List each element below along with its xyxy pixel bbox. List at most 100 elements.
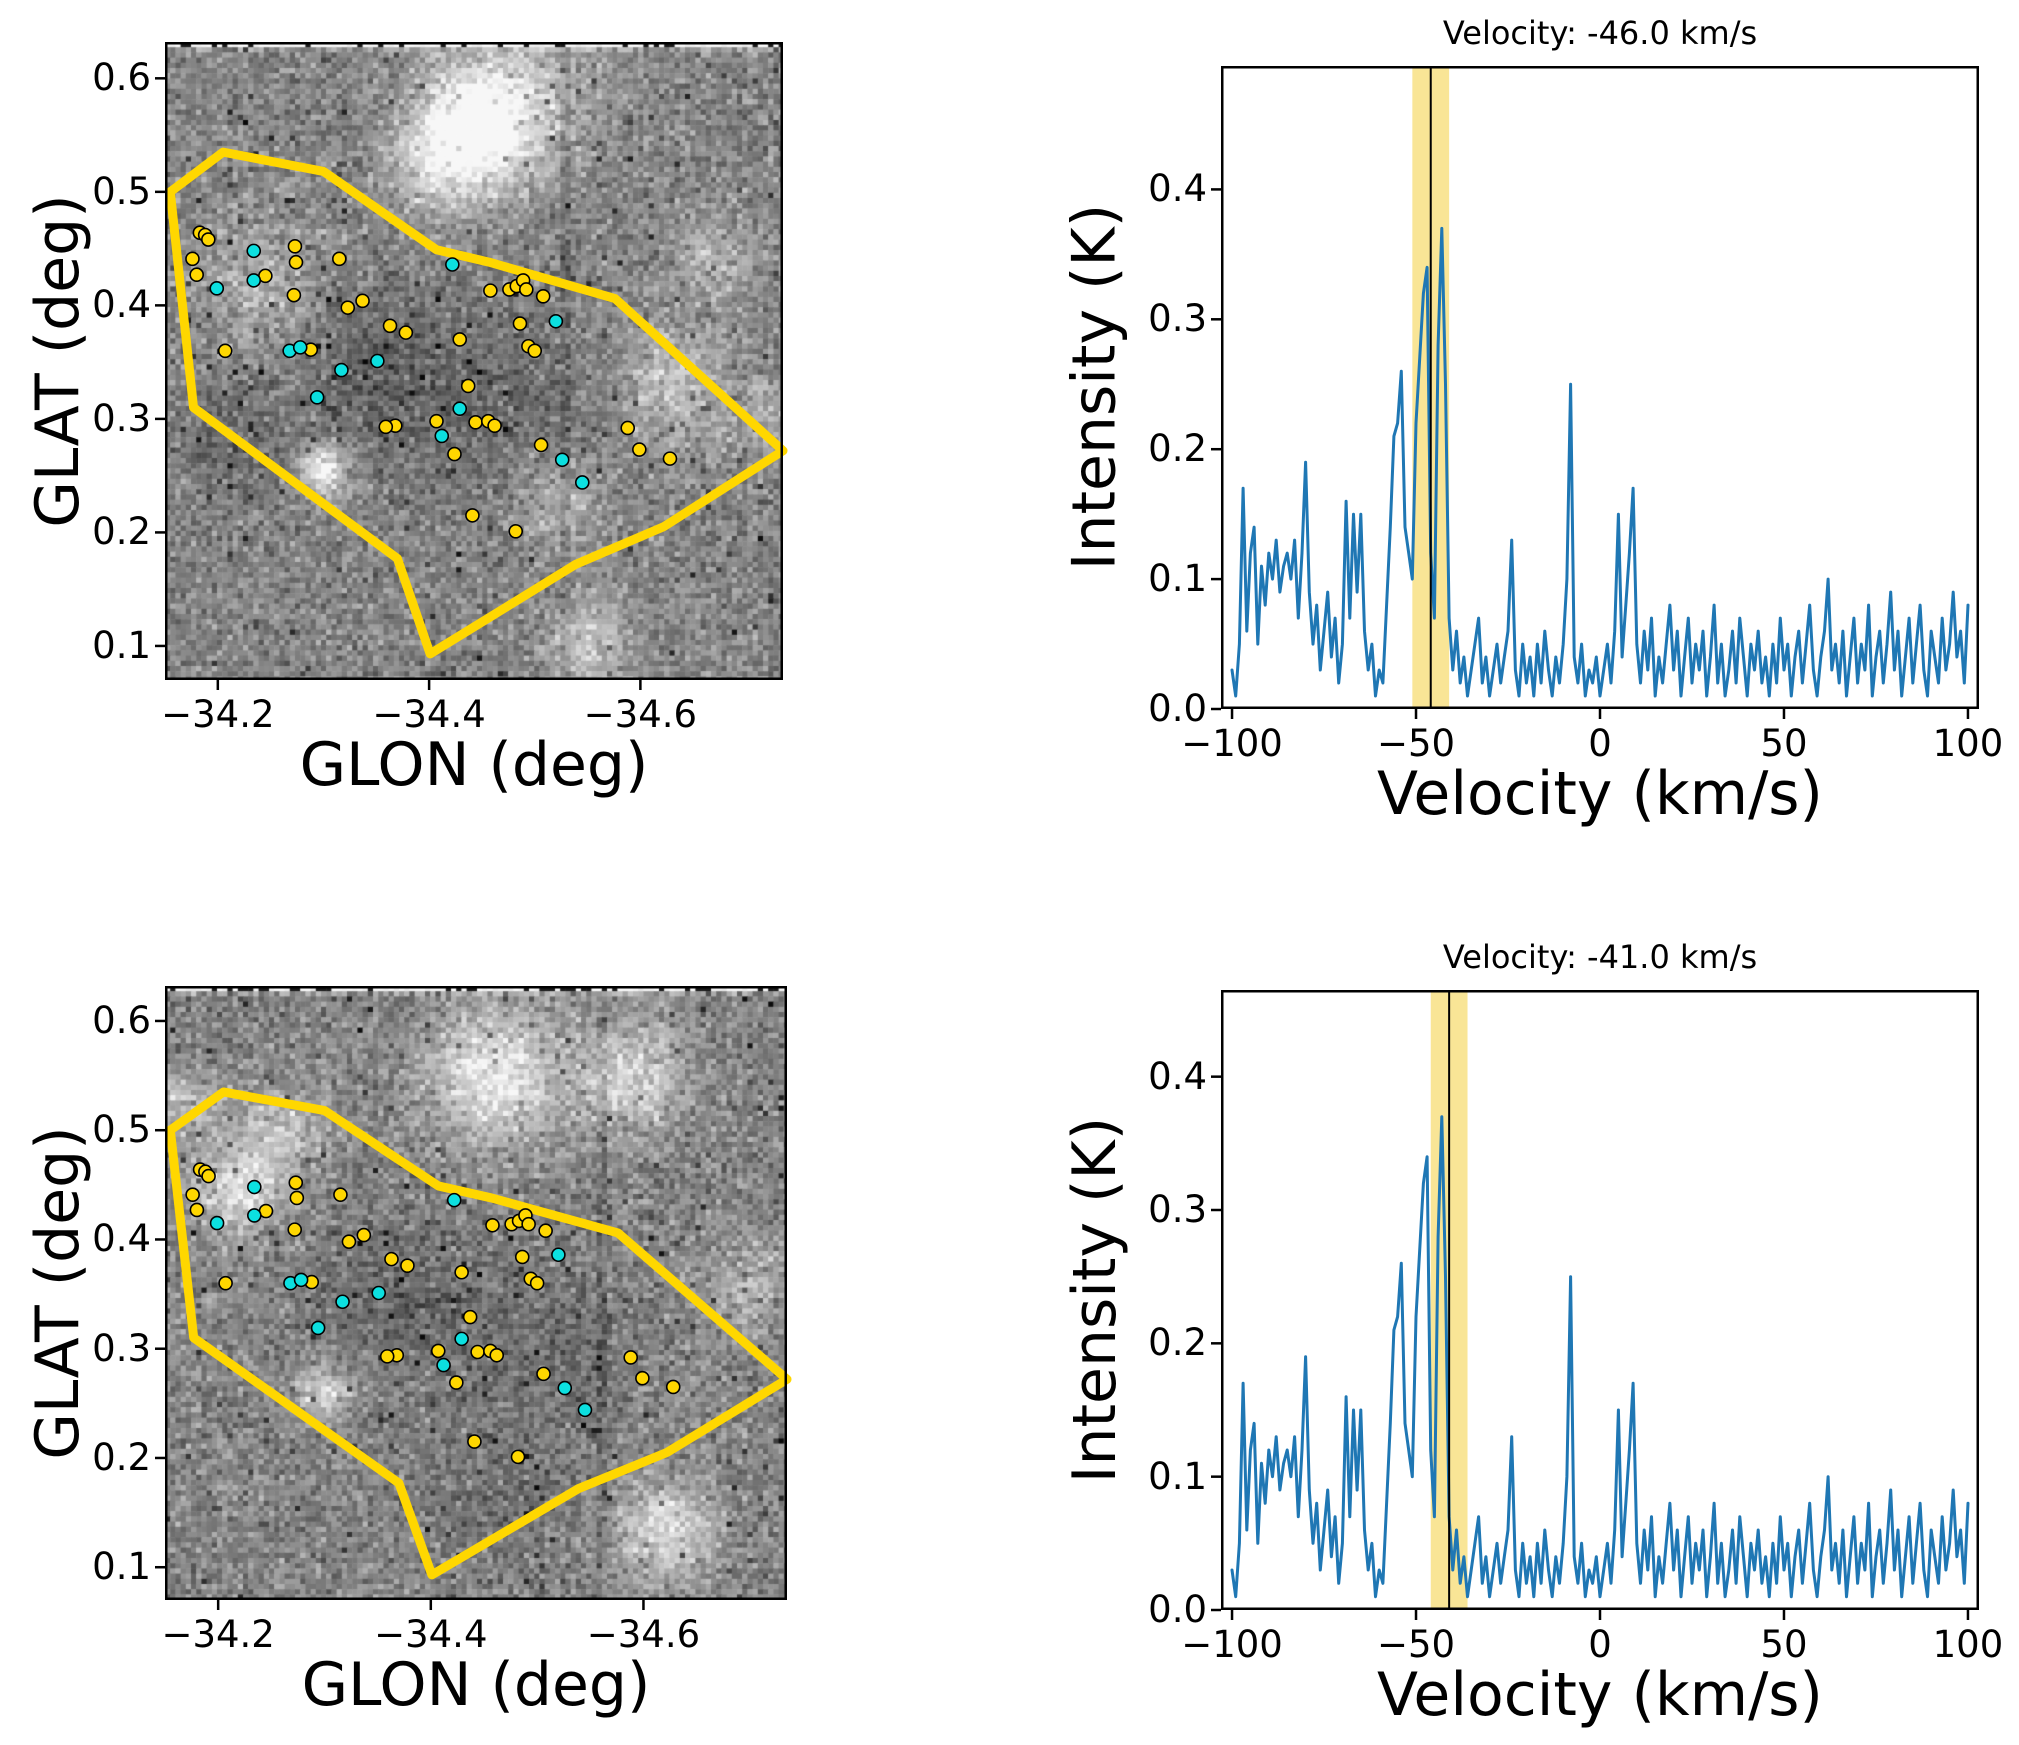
spectrum-y-tick-label: 0.3: [1148, 1188, 1207, 1231]
clump-marker-yellow: [485, 1217, 500, 1233]
clump-marker-yellow: [287, 1222, 303, 1237]
spectrum-x-tick-label: 50: [1760, 1623, 1808, 1666]
clump-marker-yellow: [379, 1349, 395, 1364]
spectrum-x-tick-label: 0: [1588, 1623, 1612, 1666]
spectrum-line: [1230, 226, 1970, 698]
clump-marker-cyan: [335, 1294, 350, 1310]
map-y-tick-label: 0.3: [92, 396, 151, 440]
clump-marker-yellow: [489, 1347, 505, 1363]
spectrum-panel-top: [1211, 66, 1979, 719]
axes-spines: [1221, 990, 1979, 1610]
clump-marker-yellow: [538, 1223, 553, 1239]
clump-marker-yellow: [529, 1275, 545, 1291]
clump-marker-cyan: [371, 1285, 387, 1301]
clump-marker-yellow: [378, 419, 394, 435]
spectrum-y-tick-label: 0.0: [1148, 1588, 1207, 1631]
clump-marker-yellow: [470, 1344, 485, 1360]
axes-spines: [1221, 66, 1979, 709]
clump-marker-cyan: [445, 257, 460, 272]
clump-marker-yellow: [535, 288, 551, 304]
clump-marker-cyan: [554, 452, 570, 468]
clump-marker-cyan: [292, 340, 308, 355]
spectrum-title-bottom: Velocity: -41.0 km/s: [1442, 938, 1758, 976]
clump-marker-cyan: [247, 1208, 262, 1223]
map-overlay: [155, 986, 792, 1610]
clump-marker-yellow: [429, 413, 444, 429]
map-y-tick-label: 0.3: [92, 1326, 151, 1370]
clump-marker-yellow: [508, 523, 524, 539]
spectrum-plot: [1211, 990, 1979, 1620]
map-x-tick-label: −34.4: [374, 1613, 488, 1656]
clump-marker-yellow: [288, 1175, 304, 1190]
clump-marker-cyan: [293, 1272, 309, 1288]
clump-marker-yellow: [632, 442, 647, 457]
map-x-tick-label: −34.2: [161, 693, 275, 736]
axes-spines: [165, 42, 783, 680]
spectrum-xlabel-bottom: Velocity (km/s): [1377, 1660, 1823, 1730]
clump-marker-yellow: [518, 282, 534, 297]
clump-marker-yellow: [665, 1379, 681, 1395]
clump-marker-yellow: [289, 1190, 305, 1206]
clump-marker-yellow: [332, 251, 347, 267]
map-x-tick-label: −34.6: [586, 1613, 701, 1656]
clump-marker-yellow: [623, 1350, 639, 1365]
clump-marker-cyan: [334, 362, 349, 378]
map-y-tick-label: 0.2: [92, 1435, 151, 1479]
clump-marker-yellow: [465, 508, 480, 523]
clump-marker-cyan: [436, 1357, 451, 1373]
clump-marker-yellow: [341, 1234, 357, 1249]
spectrum-plot: [1211, 66, 1979, 719]
spectrum-x-tick-label: −100: [1181, 722, 1283, 765]
spectrum-ylabel-top: Intensity (K): [1059, 203, 1130, 571]
clump-marker-yellow: [467, 1434, 482, 1449]
clump-marker-cyan: [551, 1247, 566, 1263]
clump-marker-yellow: [189, 267, 204, 283]
clump-marker-cyan: [434, 428, 450, 444]
clump-marker-cyan: [209, 1215, 225, 1231]
clump-marker-yellow: [462, 1309, 478, 1325]
spectrum-x-tick-label: −50: [1376, 722, 1456, 765]
clump-marker-yellow: [382, 318, 398, 334]
map-y-tick-label: 0.1: [92, 623, 151, 667]
clump-marker-yellow: [286, 287, 302, 303]
map-xlabel-bottom: GLON (deg): [301, 1650, 651, 1720]
clump-marker-yellow: [201, 1168, 216, 1184]
spectrum-y-tick-label: 0.4: [1148, 167, 1207, 211]
clump-marker-yellow: [533, 437, 549, 453]
map-ylabel-bottom: GLAT (deg): [23, 1126, 93, 1460]
map-x-tick-label: −34.4: [372, 693, 486, 736]
clump-marker-yellow: [447, 446, 462, 462]
clump-marker-yellow: [468, 415, 483, 430]
spectrum-panel-bottom: [1211, 990, 1979, 1620]
clump-marker-yellow: [356, 1227, 372, 1243]
spectrum-y-tick-label: 0.2: [1148, 1321, 1207, 1365]
clump-marker-cyan: [574, 475, 590, 490]
map-ylabel-top: GLAT (deg): [23, 194, 93, 528]
map-overlay: [155, 42, 788, 690]
spectrum-y-tick-label: 0.2: [1148, 427, 1207, 471]
clump-marker-cyan: [246, 243, 262, 259]
spectrum-y-tick-label: 0.4: [1148, 1054, 1207, 1098]
clump-marker-yellow: [454, 1264, 469, 1280]
clump-marker-cyan: [446, 1192, 462, 1208]
clump-marker-cyan: [247, 1179, 262, 1195]
spectrum-x-tick-label: 50: [1760, 722, 1808, 765]
spectrum-line: [1230, 1115, 1970, 1599]
clump-marker-cyan: [309, 390, 325, 405]
clump-marker-yellow: [483, 283, 498, 298]
clump-marker-yellow: [527, 343, 543, 359]
clump-marker-cyan: [548, 313, 564, 329]
clump-marker-yellow: [635, 1370, 650, 1386]
spectrum-x-tick-label: −50: [1376, 1623, 1456, 1666]
clump-region-polygon: [165, 1087, 792, 1580]
clump-marker-yellow: [400, 1258, 415, 1273]
spectrum-x-tick-label: 100: [1932, 1623, 2004, 1666]
clump-marker-yellow: [398, 325, 414, 340]
spectrum-x-tick-label: 100: [1932, 722, 2004, 765]
map-y-tick-label: 0.6: [92, 998, 151, 1042]
clump-marker-yellow: [201, 232, 216, 247]
axes-spines: [165, 986, 787, 1600]
clump-marker-yellow: [288, 254, 304, 270]
clump-marker-yellow: [521, 1216, 536, 1232]
